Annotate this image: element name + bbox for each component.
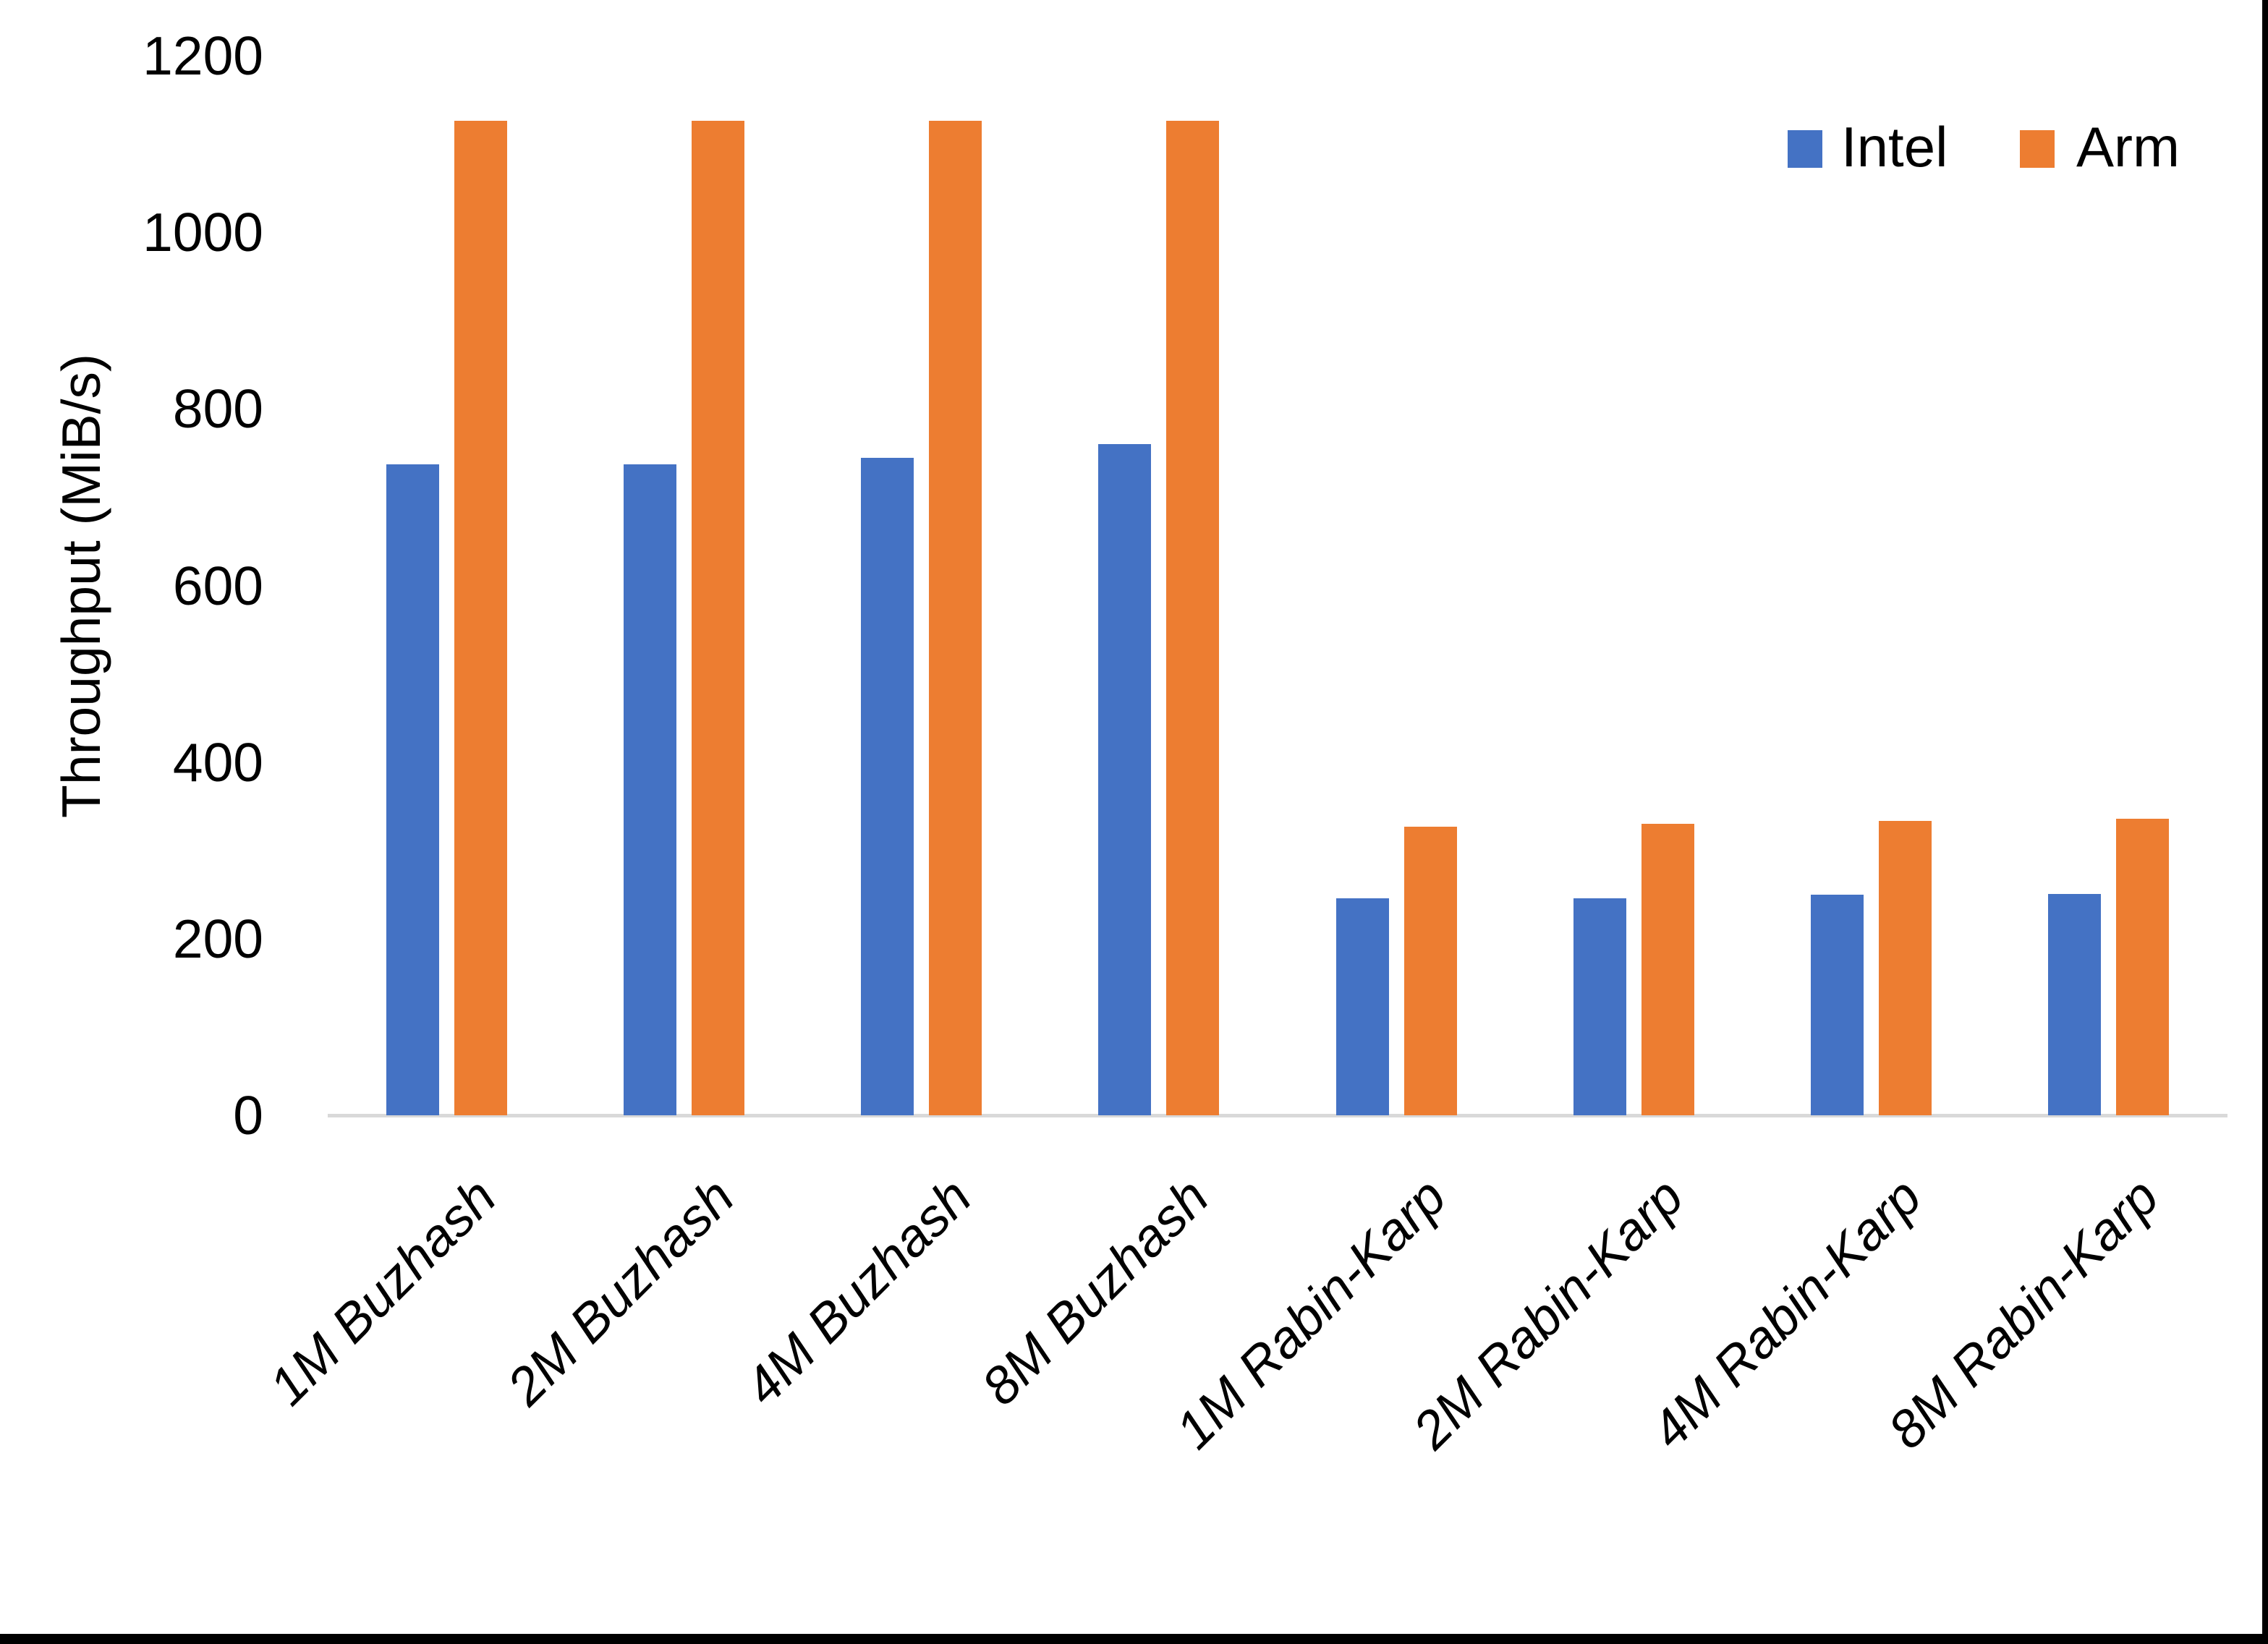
bar-intel-2m-buzhash (623, 464, 676, 1115)
legend-label-intel: Intel (1841, 115, 1948, 179)
bar-arm-8m-buzhash (1166, 121, 1220, 1115)
bar-arm-4m-buzhash (929, 121, 982, 1115)
y-tick-800: 800 (172, 378, 263, 440)
x-axis-line (328, 1114, 2227, 1117)
bar-intel-2m-rabin-karp (1573, 898, 1626, 1115)
screenshot-bottom-border (0, 1634, 2268, 1644)
bar-arm-2m-buzhash (691, 121, 744, 1115)
x-category-label-1m-buzhash: 1M Buzhash (258, 1167, 508, 1417)
bar-arm-8m-rabin-karp (2116, 818, 2170, 1115)
x-category-label-8m-buzhash: 8M Buzhash (971, 1167, 1220, 1417)
legend-label-arm: Arm (2076, 115, 2180, 179)
bar-intel-8m-rabin-karp (2048, 893, 2102, 1115)
y-tick-0: 0 (233, 1085, 263, 1146)
bar-intel-1m-rabin-karp (1335, 898, 1389, 1115)
y-tick-600: 600 (172, 555, 263, 616)
legend-swatch-arm (2020, 130, 2055, 168)
y-tick-200: 200 (172, 908, 263, 969)
y-tick-1200: 1200 (143, 25, 263, 87)
bar-intel-1m-buzhash (386, 464, 439, 1115)
y-tick-400: 400 (172, 731, 263, 793)
x-category-label-4m-buzhash: 4M Buzhash (733, 1167, 983, 1417)
bar-intel-4m-buzhash (861, 457, 914, 1115)
bar-arm-1m-buzhash (454, 121, 507, 1115)
legend-swatch-intel (1788, 130, 1822, 168)
bar-intel-8m-buzhash (1098, 444, 1152, 1115)
bar-arm-1m-rabin-karp (1403, 826, 1457, 1115)
bar-intel-4m-rabin-karp (1811, 894, 1864, 1115)
x-category-label-2m-buzhash: 2M Buzhash (496, 1167, 745, 1417)
screenshot-right-border (2262, 0, 2268, 1644)
bar-arm-4m-rabin-karp (1879, 821, 1932, 1115)
y-tick-1000: 1000 (143, 202, 263, 263)
bar-arm-2m-rabin-karp (1641, 824, 1694, 1115)
